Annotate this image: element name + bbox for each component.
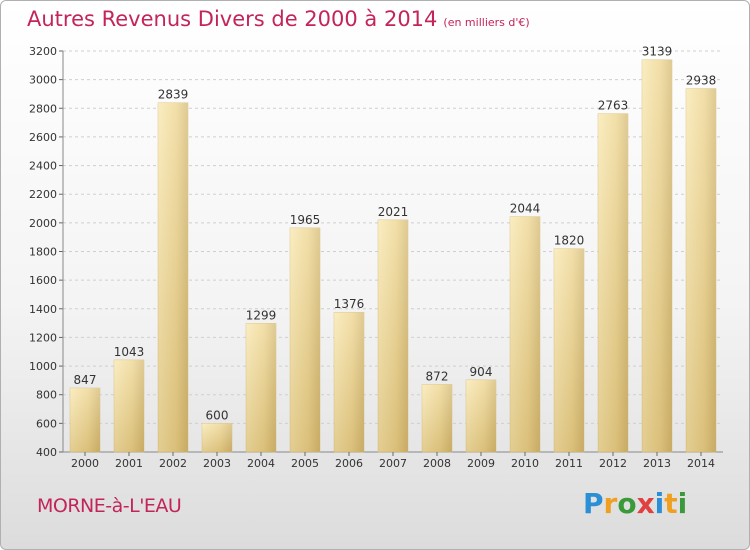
- data-label-2011: 1820: [554, 234, 585, 248]
- y-tick-label: 1600: [29, 274, 57, 287]
- y-tick-label: 1000: [29, 360, 57, 373]
- y-tick-label: 3200: [29, 45, 57, 58]
- bar-shade-2000: [70, 387, 100, 452]
- x-axis-ticks: 2000 2001 2002 2003 2004 2005 2006 2007 2008 2009…: [71, 452, 715, 470]
- commune-name: MORNE-à-L'EAU: [37, 495, 182, 517]
- y-tick-label: 1200: [29, 331, 57, 344]
- bar-shade-2014: [686, 88, 716, 452]
- bar-shade-2002: [158, 102, 188, 453]
- bar-shade-2001: [114, 359, 144, 452]
- data-label-2001: 1043: [114, 345, 145, 359]
- x-tick-label-2013: 2013: [643, 457, 671, 470]
- bar-shade-2010: [510, 216, 540, 452]
- y-tick-label: 3000: [29, 74, 57, 87]
- y-tick-label: 2600: [29, 131, 57, 144]
- bars: [69, 59, 717, 453]
- x-tick-label-2008: 2008: [423, 457, 451, 470]
- x-tick-label-2006: 2006: [335, 457, 363, 470]
- y-tick-label: 1400: [29, 303, 57, 316]
- y-tick-label: 1800: [29, 246, 57, 259]
- data-label-2009: 904: [470, 365, 493, 379]
- bar-shade-2011: [554, 248, 584, 452]
- data-label-2014: 2938: [686, 74, 717, 88]
- x-tick-label-2014: 2014: [687, 457, 715, 470]
- bar-shade-2004: [246, 323, 276, 452]
- bar-shade-2005: [290, 227, 320, 452]
- data-label-2008: 872: [426, 369, 449, 383]
- chart-title: Autres Revenus Divers de 2000 à 2014 (en …: [27, 7, 530, 31]
- data-label-2002: 2839: [158, 88, 189, 102]
- x-tick-label-2005: 2005: [291, 457, 319, 470]
- x-tick-label-2001: 2001: [115, 457, 143, 470]
- x-tick-label-2007: 2007: [379, 457, 407, 470]
- y-tick-label: 600: [36, 417, 57, 430]
- y-tick-label: 400: [36, 446, 57, 459]
- x-tick-label-2012: 2012: [599, 457, 627, 470]
- y-tick-label: 2000: [29, 217, 57, 230]
- bar-shade-2007: [378, 219, 408, 452]
- data-label-2005: 1965: [290, 213, 321, 227]
- y-tick-label: 800: [36, 389, 57, 402]
- data-label-2013: 3139: [642, 45, 673, 59]
- x-tick-label-2002: 2002: [159, 457, 187, 470]
- y-tick-label: 2400: [29, 160, 57, 173]
- y-tick-label: 2200: [29, 188, 57, 201]
- data-label-2010: 2044: [510, 202, 541, 216]
- proxiti-logo: Proxiti: [583, 487, 688, 520]
- x-tick-label-2011: 2011: [555, 457, 583, 470]
- data-label-2003: 600: [206, 408, 229, 422]
- x-tick-label-2004: 2004: [247, 457, 275, 470]
- bar-shade-2006: [334, 312, 364, 452]
- data-label-2004: 1299: [246, 308, 277, 322]
- x-tick-label-2000: 2000: [71, 457, 99, 470]
- x-tick-label-2010: 2010: [511, 457, 539, 470]
- data-label-2006: 1376: [334, 297, 365, 311]
- x-tick-label-2009: 2009: [467, 457, 495, 470]
- bar-shade-2013: [642, 59, 672, 452]
- bar-shade-2003: [202, 423, 232, 452]
- x-tick-label-2003: 2003: [203, 457, 231, 470]
- data-label-2007: 2021: [378, 205, 409, 219]
- data-label-2000: 847: [74, 373, 97, 387]
- y-tick-label: 2800: [29, 102, 57, 115]
- bar-shade-2008: [422, 384, 452, 452]
- bar-shade-2012: [598, 113, 628, 452]
- chart-title-unit: (en milliers d'€): [443, 16, 530, 29]
- bar-shade-2009: [466, 379, 496, 452]
- data-label-2012: 2763: [598, 99, 629, 113]
- chart-title-main: Autres Revenus Divers de 2000 à 2014: [27, 7, 438, 31]
- data-labels: 847 1043 2839 600 1299 1965 1376 2021 872 904 2044…: [74, 45, 717, 423]
